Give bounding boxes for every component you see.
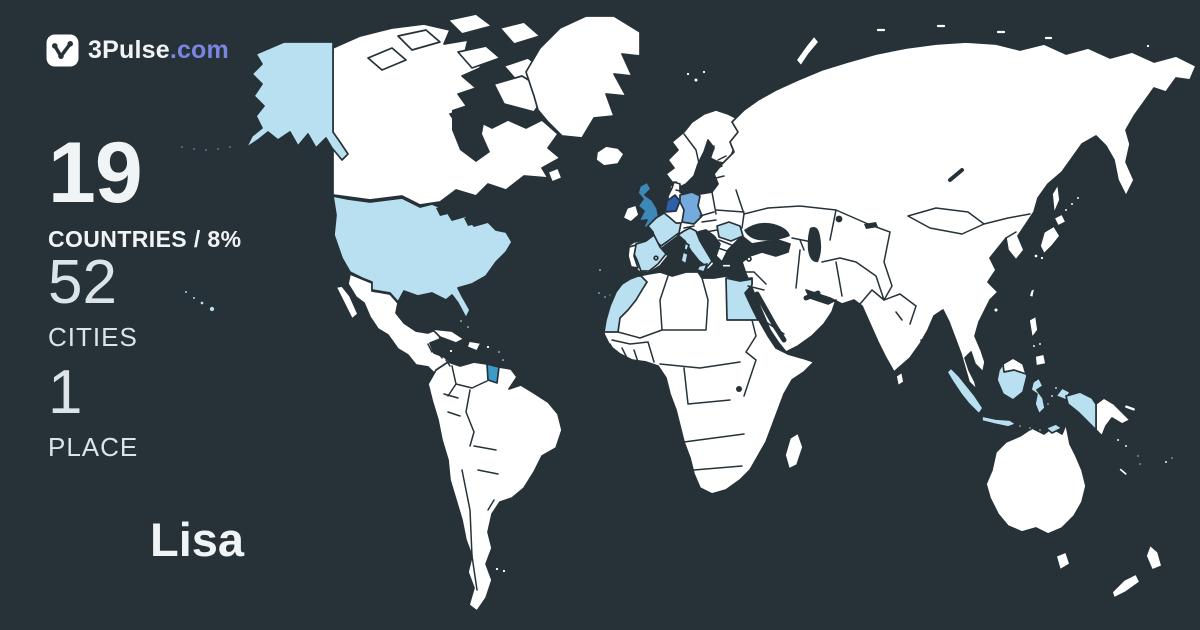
continent-south-america: [427, 361, 563, 612]
country-canada: [332, 23, 561, 206]
country-ireland: [622, 204, 640, 223]
country-italy: [677, 227, 713, 273]
brand-logo[interactable]: 3Pulse.com: [46, 34, 229, 67]
visited-countries: [179, 41, 1097, 434]
country-romania: [716, 221, 744, 242]
country-japan: [1053, 213, 1067, 227]
country-spain: [632, 234, 667, 272]
country-united-states: [332, 195, 513, 319]
country-madagascar: [784, 432, 804, 470]
country-australia: [985, 423, 1087, 535]
country-germany: [679, 191, 703, 225]
country-greenland: [525, 15, 641, 139]
region-alaska: [245, 41, 349, 161]
country-netherlands: [664, 194, 681, 213]
country-papua-new-guinea: [1095, 397, 1131, 437]
country-guyana: [486, 363, 500, 384]
country-philippines: [1028, 315, 1039, 339]
country-indonesia: [946, 357, 1097, 434]
seas: [436, 104, 964, 392]
pulse-check-icon: [46, 34, 79, 67]
brand-name: 3Pulse.com: [88, 36, 229, 64]
country-iceland: [595, 145, 625, 167]
continent-africa: [603, 271, 815, 495]
brand-tld: .com: [169, 36, 229, 64]
country-egypt: [725, 277, 759, 321]
country-portugal: [627, 244, 639, 269]
region-hawaii: [183, 289, 216, 313]
country-new-zealand: [1145, 544, 1163, 571]
continent-eurasia: [627, 41, 1197, 391]
country-borders: [427, 133, 1031, 591]
continents: [332, 13, 1197, 612]
